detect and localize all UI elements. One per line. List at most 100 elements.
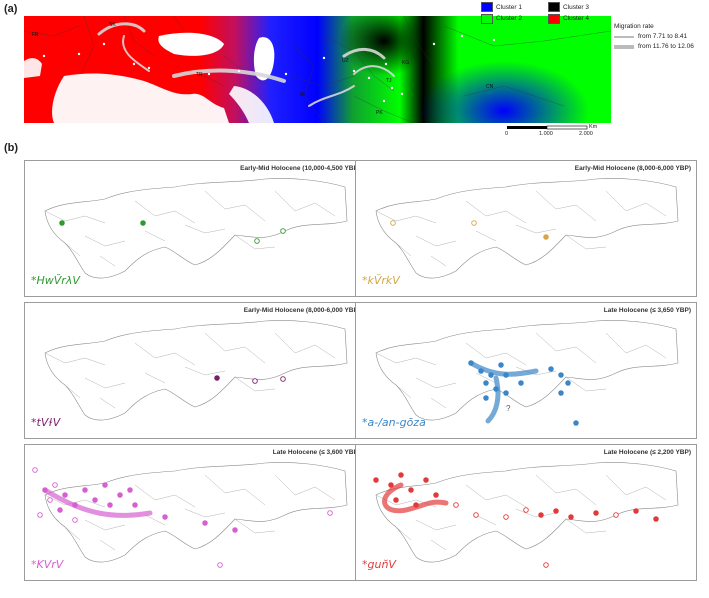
attestation-point [47,497,53,503]
attestation-point [498,362,504,368]
attestation-point [488,372,494,378]
attestation-point [553,508,559,514]
attestation-point [72,517,78,523]
attestation-point [390,220,396,226]
legend-swatch [481,2,493,13]
region-label-ir: IR [300,92,305,98]
attestation-point [373,477,379,483]
region-label-kg: KG [402,60,409,66]
attestation-point [478,368,484,374]
base-map [44,320,348,421]
attestation-point [202,520,208,526]
attestation-point [471,220,477,226]
attestation-point [523,507,529,513]
panel-period-title: Early-Mid Holocene (8,000-6,000 YBP) [574,165,691,172]
scale-bar: 0 1.000 2.000 Km [505,124,600,139]
panel-a-label: (a) [4,3,18,15]
region-label-cn: CN [486,84,494,90]
cluster-legend: Cluster 1 Cluster 3 Cluster 2 Cluster 4 [481,2,611,24]
attestation-point [102,482,108,488]
attestation-point [408,487,414,493]
map-panel-gunv: Late Holocene (≤ 2,200 YBP) *gun̆V [355,444,697,581]
base-map [375,178,679,279]
attestation-point [254,238,260,244]
attestation-point [503,390,509,396]
legend-item-cluster-3: Cluster 3 [548,2,611,13]
attestation-point [483,380,489,386]
spread-arrow [42,487,153,518]
migration-legend-title: Migration rate [614,23,654,30]
migration-line-thick [614,45,634,49]
panel-period-title: Early-Mid Holocene (10,000-4,500 YBP) [240,165,360,172]
attestation-point [72,502,78,508]
attestation-point [59,220,65,226]
attestation-point [388,482,394,488]
base-map [373,462,679,568]
attestation-point [483,395,489,401]
attestation-point [280,376,286,382]
panel-period-title: Early-Mid Holocene (8,000-6,000 YBP) [243,307,360,314]
base-map: ? [375,320,679,426]
region-label-fr: FR [32,32,39,38]
attestation-point [92,497,98,503]
scale-tick-0: 0 [505,131,509,137]
map-panel-tvlv: Early-Mid Holocene (8,000-6,000 YBP) *tVɫ… [24,302,366,439]
attestation-point [543,234,549,240]
attestation-point [42,487,48,493]
migration-line-thin [614,36,634,38]
attestation-point [132,502,138,508]
map-panel-hwvrlv: Early-Mid Holocene (10,000-4,500 YBP) *Hw… [24,160,366,297]
attestation-point [558,372,564,378]
reconstructed-word-label: *tVɫV [31,416,61,429]
spread-arrow [382,482,449,514]
attestation-point [32,467,38,473]
attestation-point [117,492,123,498]
legend-swatch [548,13,560,24]
spread-arrow [485,375,501,424]
panel-period-title: Late Holocene (≤ 3,650 YBP) [603,307,691,314]
region-label-tr: TR [196,72,203,78]
attestation-point [558,390,564,396]
cluster-map: FR SK TR IR UZ KG TJ PK CN [24,16,611,123]
migration-legend-item-high: from 11.76 to 12.06 [614,42,709,52]
legend-swatch [548,2,560,13]
attestation-point [217,562,223,568]
region-label-pk: PK [376,110,383,116]
region-label-uz: UZ [342,58,349,64]
scale-tick-1000: 1.000 [539,131,553,137]
attestation-point [140,220,146,226]
region-label-sk: SK [109,22,116,28]
legend-swatch [481,13,493,24]
attestation-point [543,562,549,568]
attestation-point [538,512,544,518]
reconstructed-word-label: *a-/an-gōza [362,416,426,429]
map-panel-kvrkv: Early-Mid Holocene (8,000-6,000 YBP) *kV̆… [355,160,697,297]
attestation-point [252,378,258,384]
attestation-point [107,502,113,508]
attestation-point [52,482,58,488]
legend-item-cluster-2: Cluster 2 [481,13,544,25]
attestation-point [518,380,524,386]
attestation-point [593,510,599,516]
migration-rate-legend: Migration rate from 7.71 to 8.41 from 11… [614,22,709,52]
attestation-point [565,380,571,386]
attestation-point [127,487,133,493]
attestation-point [393,497,399,503]
attestation-point [548,366,554,372]
attestation-point [280,228,286,234]
attestation-point [493,386,499,392]
attestation-point [453,502,459,508]
map-panel-angoza: ? Late Holocene (≤ 3,650 YBP) *a-/an-gōza [355,302,697,439]
attestation-point [473,512,479,518]
map-panel-kvrv: Late Holocene (≤ 3,600 YBP) *KVrV [24,444,366,581]
reconstructed-word-label: *kV̆rkV [362,274,400,287]
migration-legend-item-low: from 7.71 to 8.41 [614,32,709,42]
attestation-point [327,510,333,516]
attestation-point [82,487,88,493]
attestation-point [62,492,68,498]
attestation-point [468,360,474,366]
scale-unit: Km [589,124,598,130]
uncertain-route-annotation: ? [506,404,511,413]
attestation-point [57,507,63,513]
panel-period-title: Late Holocene (≤ 3,600 YBP) [272,449,360,456]
